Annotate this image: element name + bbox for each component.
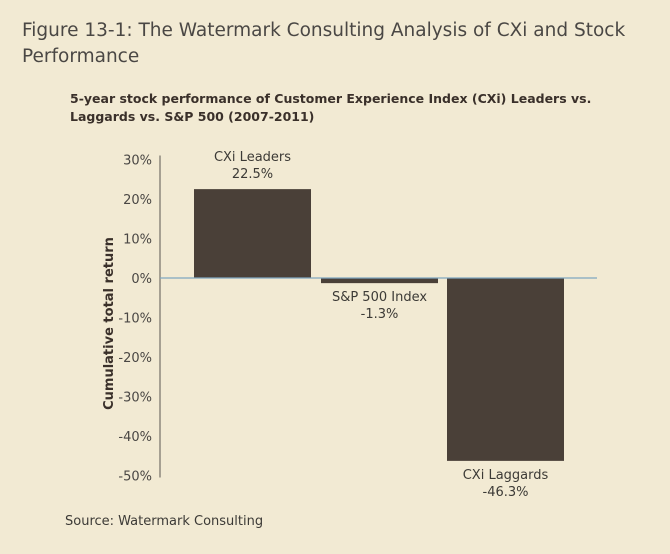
y-tick-label: -10% bbox=[118, 312, 152, 327]
y-tick-label: -30% bbox=[118, 391, 152, 406]
y-tick-label: 30% bbox=[123, 154, 152, 169]
y-tick-label: -20% bbox=[118, 351, 152, 366]
bar-value-label: -46.3% bbox=[483, 485, 529, 500]
bar-3 bbox=[447, 278, 564, 461]
bar-category-label: CXi Laggards bbox=[463, 468, 549, 483]
figure-title: Figure 13-1: The Watermark Consulting An… bbox=[22, 20, 626, 67]
bar-2 bbox=[321, 278, 438, 284]
y-tick-label: 0% bbox=[131, 272, 152, 287]
bar-1 bbox=[194, 189, 311, 278]
y-tick-label: -40% bbox=[118, 430, 152, 445]
source-note: Source: Watermark Consulting bbox=[65, 514, 264, 529]
y-axis-label: Cumulative total return bbox=[102, 237, 117, 410]
bar-category-label: S&P 500 Index bbox=[332, 290, 427, 305]
y-tick-label: 20% bbox=[123, 193, 152, 208]
y-tick-label: -50% bbox=[118, 470, 152, 485]
bar-category-label: CXi Leaders bbox=[214, 150, 291, 165]
bar-value-label: 22.5% bbox=[232, 167, 273, 182]
bar-value-label: -1.3% bbox=[361, 307, 399, 322]
chart-title: 5-year stock performance of Customer Exp… bbox=[70, 91, 592, 124]
y-tick-label: 10% bbox=[123, 233, 152, 248]
